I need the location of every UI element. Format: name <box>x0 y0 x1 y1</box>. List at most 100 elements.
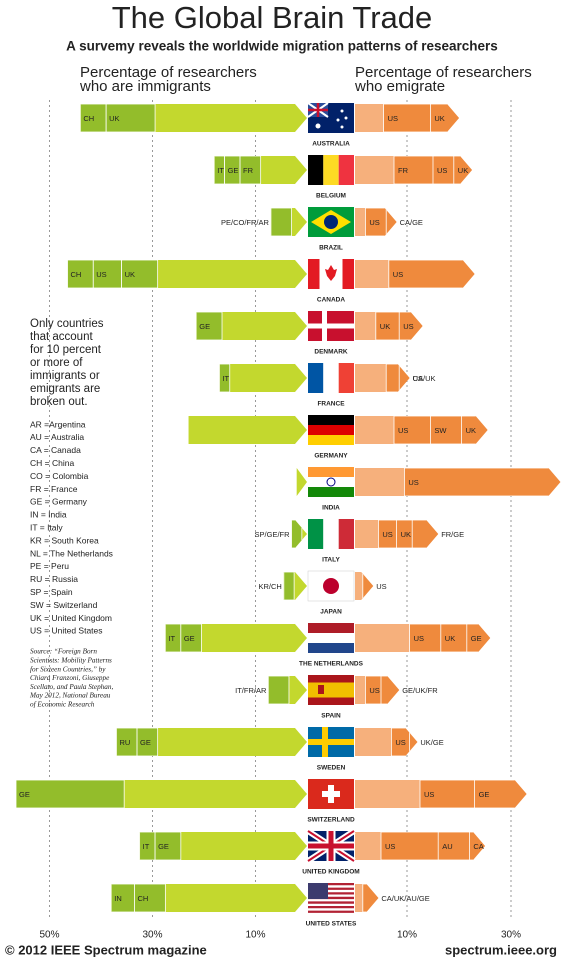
segment-label: GE <box>140 738 151 747</box>
immigrant-segment <box>180 624 202 652</box>
country-label: FRANCE <box>317 401 345 408</box>
segment-label: GE <box>19 790 30 799</box>
flag-shape <box>308 155 354 185</box>
segment-label: CH <box>71 270 82 279</box>
flag-shape <box>308 477 354 487</box>
emigrant-segment <box>398 364 410 392</box>
segment-label: US <box>393 270 403 279</box>
note: emigrants are <box>30 383 100 395</box>
country-label: UNITED STATES <box>306 921 357 928</box>
segment-label: IT <box>143 842 150 851</box>
immigrant-bar <box>219 364 307 392</box>
flag-shape <box>308 323 354 329</box>
segment-label: UK <box>125 270 135 279</box>
immigrant-segment <box>239 156 262 184</box>
flag-shape <box>308 883 328 899</box>
flag-shape <box>308 675 354 705</box>
note: or more of <box>30 357 83 369</box>
flag-shape <box>338 519 354 549</box>
flag-shape <box>322 791 340 797</box>
x-tick-label: 30% <box>501 930 521 941</box>
flag-shape <box>307 570 355 602</box>
right-heading: who emigrate <box>354 78 445 95</box>
flag-shape <box>315 123 321 129</box>
immigrant-segment <box>291 520 303 548</box>
abbreviation: RU = Russia <box>30 574 78 584</box>
segment-label: CH <box>137 894 148 903</box>
flag-shape <box>308 487 354 497</box>
emigrant-segment <box>385 208 397 236</box>
flag-shape <box>308 633 354 643</box>
immigrant-segment <box>268 676 290 704</box>
segment-label: RU <box>119 738 130 747</box>
immigrant-segment <box>283 572 295 600</box>
segment-label: IT/FR/AR <box>235 686 267 695</box>
emigrant-segment <box>388 260 475 288</box>
flag-shape <box>308 739 354 745</box>
immigrant-segment <box>219 364 231 392</box>
source: Source: “Foreign Born <box>30 648 97 656</box>
flag-shape <box>308 425 354 435</box>
footer-right: spectrum.ieee.org <box>445 942 557 957</box>
flag-shape <box>308 259 354 289</box>
abbreviation: IT = Italy <box>30 522 63 532</box>
note: for 10 percent <box>30 344 102 356</box>
flag-shape <box>308 415 354 425</box>
flag-shape <box>338 155 354 185</box>
segment-label: FR/GE <box>441 530 464 539</box>
flag-shape <box>308 311 354 341</box>
segment-label: US <box>388 114 398 123</box>
abbreviation: FR = France <box>30 484 78 494</box>
immigrant-segment <box>136 728 159 756</box>
flag-shape <box>308 207 354 237</box>
segment-label: US <box>403 322 413 331</box>
flag-shape <box>306 828 356 864</box>
footer-left: © 2012 IEEE Spectrum magazine <box>5 942 207 957</box>
flags <box>306 102 356 913</box>
segment-label: IN <box>114 894 122 903</box>
flag-shape <box>308 682 354 698</box>
segment-label: US <box>413 374 423 383</box>
abbreviation: CO = Colombia <box>30 471 89 481</box>
emigrant-segment <box>385 364 401 392</box>
segment-label: US <box>395 738 405 747</box>
segment-label: UK <box>434 114 444 123</box>
left-heading: Percentage of researchers <box>80 64 257 81</box>
immigrant-segment <box>270 208 292 236</box>
segment-label: US <box>96 270 106 279</box>
source: Chiara Franzoni, Giuseppe <box>30 674 110 682</box>
source: May 2012, National Bureau <box>29 692 111 700</box>
abbreviation: NL = The Netherlands <box>30 548 113 558</box>
country-label: AUSTRALIA <box>312 141 350 148</box>
segment-label: GE <box>471 634 482 643</box>
segment-label: PE/CO/FR/AR <box>221 218 270 227</box>
flag-shape <box>308 435 354 445</box>
segment-label: US <box>437 166 447 175</box>
immigrant-segment <box>154 832 182 860</box>
country-label: BRAZIL <box>319 245 343 252</box>
country-label: CANADA <box>317 297 345 304</box>
abbreviation: IN = India <box>30 510 67 520</box>
segment-label: GE/UK/FR <box>402 686 438 695</box>
emigrant-segment <box>383 104 432 132</box>
segment-label: IT <box>217 166 224 175</box>
segment-label: UK <box>401 530 411 539</box>
country-label: ITALY <box>322 557 340 564</box>
immigrant-bar <box>139 832 307 860</box>
abbreviation: GE = Germany <box>30 497 88 507</box>
x-tick-label: 50% <box>39 930 59 941</box>
segment-label: GE <box>184 634 195 643</box>
abbreviation: AR =Argentina <box>30 419 86 429</box>
segment-label: FR <box>398 166 409 175</box>
segment-label: UK <box>458 166 468 175</box>
segment-label: UK <box>445 634 455 643</box>
segment-label: UK <box>466 426 476 435</box>
abbreviation: CA = Canada <box>30 445 81 455</box>
segment-label: UK <box>109 114 119 123</box>
immigrant-bar <box>188 416 307 444</box>
flag-shape <box>318 685 324 694</box>
flag-shape <box>308 467 354 477</box>
flag-shape <box>340 125 344 129</box>
abbreviation: CH = China <box>30 458 74 468</box>
